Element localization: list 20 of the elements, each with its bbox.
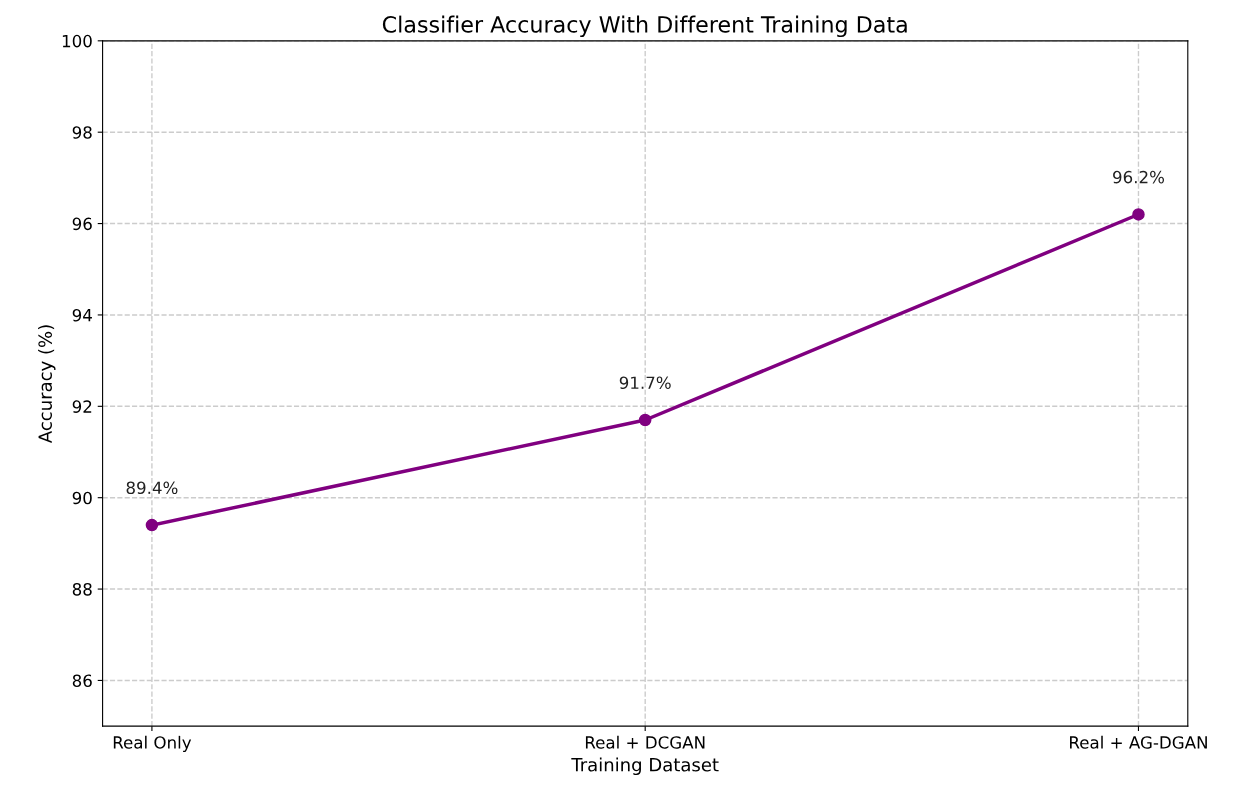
point [1132,208,1145,221]
x-tick-label: Real + DCGAN [585,735,705,749]
point [145,518,159,532]
y-tick-label: 96 [72,217,92,231]
point [638,413,652,427]
data-label: 96.2% [1113,170,1165,184]
y-axis-title: Accuracy (%) [38,325,56,444]
y-tick-label: 92 [72,400,92,413]
y-tick-label: 88 [72,583,92,596]
chart-title: Classifier Accuracy With Different Training Data [382,15,907,38]
y-tick-label: 86 [72,674,92,688]
x-axis-title: Training Dataset [571,757,719,776]
y-tick-label: 94 [72,308,92,322]
x-tick-label: Real Only [113,735,192,752]
data-label: 91.7% [619,376,671,390]
data-label: 89.4% [126,481,178,495]
y-tick-label: 90 [72,491,92,505]
y-tick-label: 98 [72,126,92,139]
x-tick-label: Real + AG-DGAN [1070,735,1207,749]
y-tick-label: 100 [62,34,92,48]
